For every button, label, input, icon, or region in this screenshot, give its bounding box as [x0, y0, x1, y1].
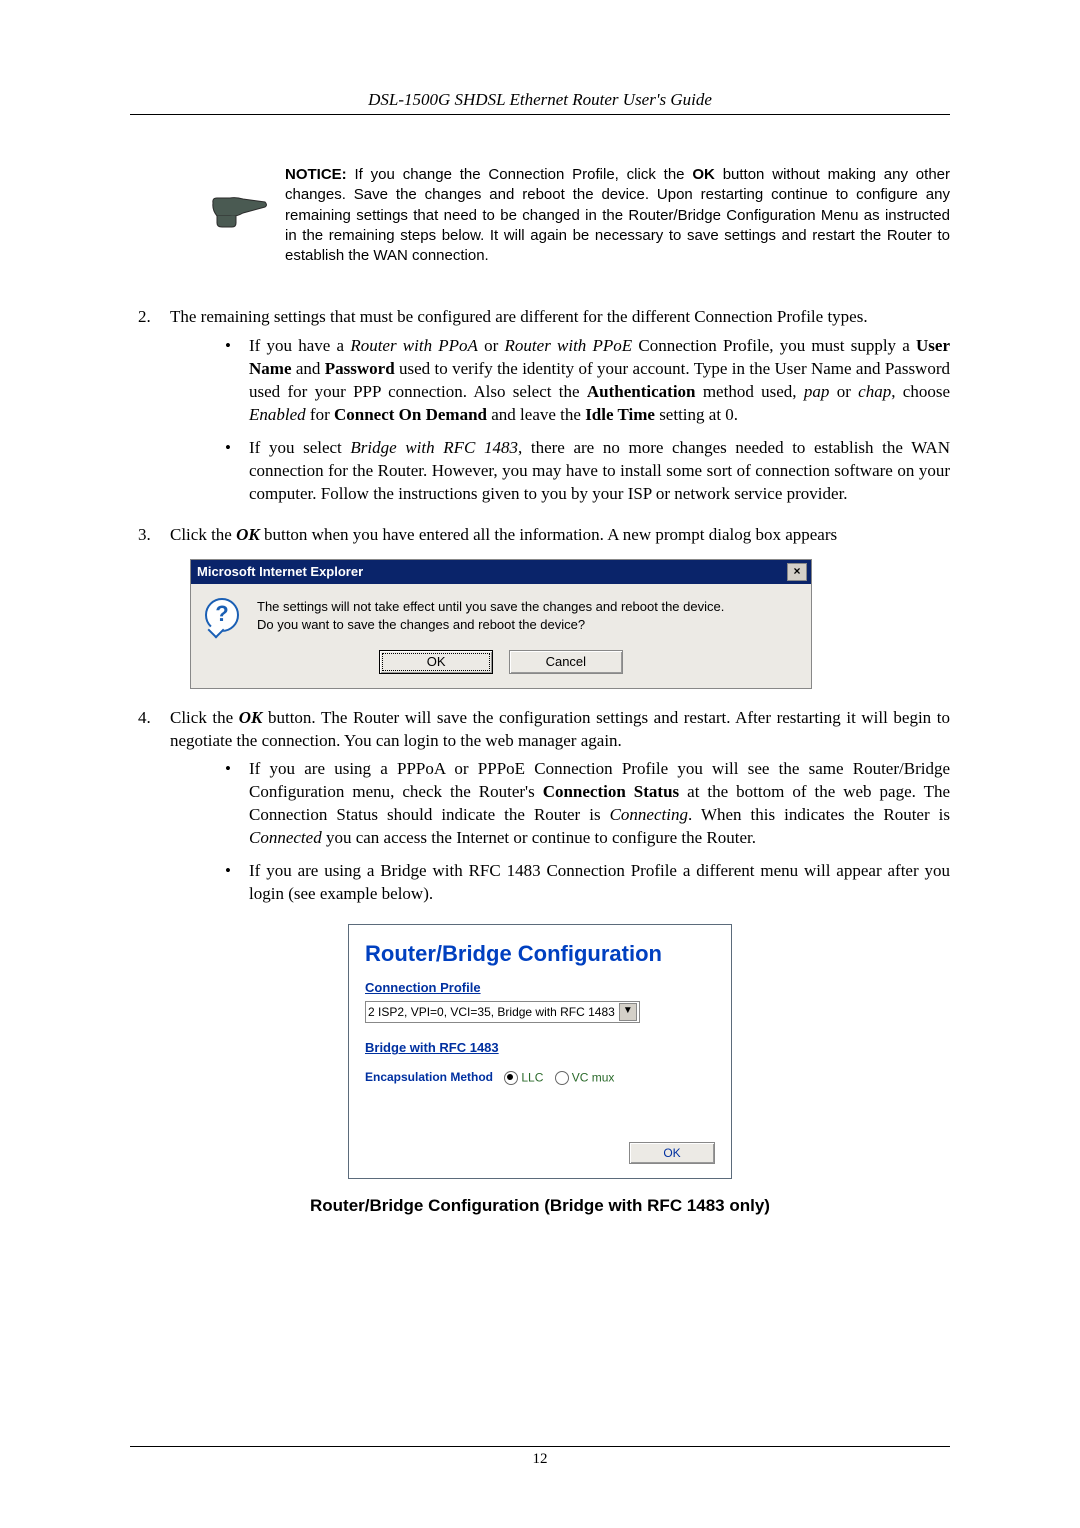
config-ok-row: OK [365, 1141, 715, 1164]
dialog-message: The settings will not take effect until … [257, 598, 724, 634]
list-num: 2. [130, 306, 170, 516]
connection-profile-label: Connection Profile [365, 979, 715, 997]
text-segment: and [291, 359, 324, 378]
cancel-button[interactable]: Cancel [509, 650, 623, 674]
dialog-row: ? The settings will not take effect unti… [205, 598, 797, 634]
bullet-item: •If you are using a PPPoA or PPPoE Conne… [170, 758, 950, 850]
text-segment: , choose [891, 382, 950, 401]
page-number: 12 [130, 1451, 950, 1468]
text-segment: Bridge with RFC 1483 [350, 438, 518, 457]
text-segment: or [829, 382, 858, 401]
dialog-title: Microsoft Internet Explorer [197, 563, 363, 581]
figure-caption: Router/Bridge Configuration (Bridge with… [130, 1195, 950, 1218]
pointing-hand-icon [210, 183, 270, 233]
radio-llc-label: LLC [521, 1071, 543, 1085]
bullet-text: If you have a Router with PPoA or Router… [249, 335, 950, 427]
bullet-dot: • [225, 860, 249, 906]
list-body: Click the OK button. The Router will sav… [170, 707, 950, 917]
bullet-dot: • [225, 437, 249, 506]
list-num: 4. [130, 707, 170, 917]
encapsulation-row: Encapsulation Method LLC VC mux [365, 1069, 715, 1086]
connection-profile-select[interactable]: 2 ISP2, VPI=0, VCI=35, Bridge with RFC 1… [365, 1001, 640, 1023]
encapsulation-label: Encapsulation Method [365, 1070, 493, 1084]
notice-block: NOTICE: If you change the Connection Pro… [210, 165, 950, 266]
ok-button[interactable]: OK [379, 650, 493, 674]
text-segment: Connection Profile, you must supply a [632, 336, 916, 355]
text-segment: If you have a [249, 336, 350, 355]
bullet-text: If you select Bridge with RFC 1483, ther… [249, 437, 950, 506]
text-segment: Connection Status [543, 782, 679, 801]
bullet-dot: • [225, 758, 249, 850]
text-segment: Enabled [249, 405, 306, 424]
radio-llc[interactable] [504, 1071, 518, 1085]
dialog-titlebar: Microsoft Internet Explorer × [191, 560, 811, 584]
config-title: Router/Bridge Configuration [365, 939, 715, 969]
page-header-title: DSL-1500G SHDSL Ethernet Router User's G… [130, 90, 950, 110]
text-segment: chap [858, 382, 891, 401]
dialog-buttons: OK Cancel [205, 650, 797, 674]
item4-ok: OK [239, 708, 263, 727]
notice-text: NOTICE: If you change the Connection Pro… [285, 165, 950, 266]
notice-seg-0: If you change the Connection Profile, cl… [347, 166, 693, 183]
list-num: 3. [130, 524, 170, 547]
bullet-dot: • [225, 335, 249, 427]
bullet-item: •If you are using a Bridge with RFC 1483… [170, 860, 950, 906]
config-ok-button[interactable]: OK [629, 1142, 715, 1164]
router-bridge-config-panel: Router/Bridge Configuration Connection P… [348, 924, 732, 1179]
text-segment: . When this indicates the Router is [688, 805, 950, 824]
bullet-item: •If you have a Router with PPoA or Route… [170, 335, 950, 427]
chevron-down-icon[interactable]: ▼ [619, 1003, 637, 1021]
item3-pre: Click the [170, 525, 236, 544]
text-segment: or [478, 336, 505, 355]
main-list: 2. The remaining settings that must be c… [130, 306, 950, 1218]
text-segment: Idle Time [585, 405, 655, 424]
page-footer: 12 [130, 1446, 950, 1468]
text-segment: Password [325, 359, 395, 378]
text-segment: and leave the [487, 405, 585, 424]
radio-vcmux-label: VC mux [572, 1071, 615, 1085]
text-segment: Router with PPoA [350, 336, 478, 355]
dialog-line2: Do you want to save the changes and rebo… [257, 617, 585, 632]
bullet-text: If you are using a Bridge with RFC 1483 … [249, 860, 950, 906]
item2-text: The remaining settings that must be conf… [170, 307, 868, 326]
bridge-section-label: Bridge with RFC 1483 [365, 1039, 715, 1057]
text-segment: pap [804, 382, 830, 401]
page: DSL-1500G SHDSL Ethernet Router User's G… [0, 0, 1080, 1528]
notice-seg-1: OK [692, 166, 715, 183]
question-icon: ? [205, 598, 239, 632]
text-segment: Router with PPoE [505, 336, 633, 355]
ie-dialog: Microsoft Internet Explorer × ? The sett… [190, 559, 812, 689]
bullet-item: •If you select Bridge with RFC 1483, the… [170, 437, 950, 506]
text-segment: Connected [249, 828, 322, 847]
select-value: 2 ISP2, VPI=0, VCI=35, Bridge with RFC 1… [368, 1004, 615, 1020]
list-item-4: 4. Click the OK button. The Router will … [130, 707, 950, 917]
list-item-2: 2. The remaining settings that must be c… [130, 306, 950, 516]
item3-post: button when you have entered all the inf… [260, 525, 837, 544]
text-segment: for [306, 405, 334, 424]
item4-post: button. The Router will save the configu… [170, 708, 950, 750]
text-segment: Authentication [587, 382, 696, 401]
bullet-text: If you are using a PPPoA or PPPoE Connec… [249, 758, 950, 850]
list-item-3: 3. Click the OK button when you have ent… [130, 524, 950, 547]
footer-rule [130, 1446, 950, 1447]
radio-vcmux[interactable] [555, 1071, 569, 1085]
list-body: The remaining settings that must be conf… [170, 306, 950, 516]
text-segment: method used, [696, 382, 804, 401]
text-segment: you can access the Internet or continue … [322, 828, 756, 847]
bullet-list: •If you are using a PPPoA or PPPoE Conne… [170, 758, 950, 906]
item3-ok: OK [236, 525, 260, 544]
text-segment: Connecting [610, 805, 688, 824]
dialog-body: ? The settings will not take effect unti… [191, 584, 811, 688]
text-segment: If you are using a Bridge with RFC 1483 … [249, 861, 950, 903]
bullet-list: •If you have a Router with PPoA or Route… [170, 335, 950, 506]
list-body: Click the OK button when you have entere… [170, 524, 950, 547]
close-icon[interactable]: × [787, 563, 807, 581]
notice-prefix: NOTICE: [285, 166, 347, 183]
header-rule [130, 114, 950, 115]
text-segment: If you select [249, 438, 350, 457]
text-segment: Connect On Demand [334, 405, 487, 424]
dialog-line1: The settings will not take effect until … [257, 599, 724, 614]
text-segment: setting at 0. [655, 405, 738, 424]
item4-pre: Click the [170, 708, 239, 727]
